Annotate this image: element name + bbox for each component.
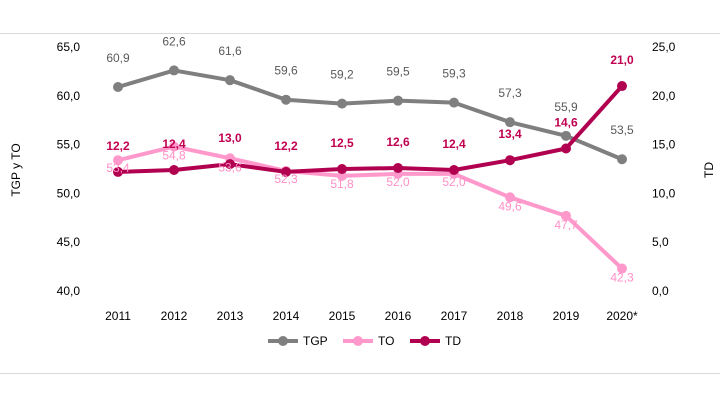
data-label-to: 47,7 — [554, 218, 578, 232]
data-point-td — [505, 155, 515, 166]
data-label-tgp: 57,3 — [498, 86, 522, 100]
series-line-tgp — [117, 68, 623, 162]
y-right-tick-label: 20,0 — [652, 89, 676, 103]
y-left-tick-label: 45,0 — [57, 235, 81, 249]
y-left-tick-label: 40,0 — [57, 284, 81, 298]
data-point-tgp — [337, 98, 347, 109]
data-point-to — [505, 192, 515, 203]
data-point-td — [561, 143, 571, 154]
legend-label-td: TD — [445, 334, 461, 348]
top-border-line — [0, 33, 720, 34]
legend-label-to: TO — [378, 334, 394, 348]
data-label-tgp: 53,5 — [610, 123, 634, 137]
data-point-td — [281, 166, 291, 177]
data-point-tgp — [449, 97, 459, 108]
x-tick-label: 2019 — [553, 309, 580, 323]
data-label-td: 12,2 — [106, 139, 130, 153]
data-label-td: 12,6 — [386, 135, 410, 149]
data-point-tgp — [113, 82, 123, 93]
data-label-tgp: 60,9 — [106, 51, 130, 65]
data-label-td: 12,4 — [442, 137, 466, 151]
x-tick-label: 2014 — [273, 309, 300, 323]
x-axis: 2011 2012 2013 2014 2015 2016 2017 2018 2019 2020… — [105, 309, 638, 323]
data-label-tgp: 55,9 — [554, 100, 578, 114]
bottom-border-line — [0, 373, 720, 374]
data-label-to: 42,3 — [610, 271, 634, 285]
data-label-tgp: 62,6 — [162, 34, 186, 48]
y-right-tick-label: 15,0 — [652, 138, 676, 152]
x-tick-label: 2018 — [497, 309, 524, 323]
data-point-tgp — [169, 65, 179, 76]
data-point-tgp — [617, 154, 627, 165]
x-tick-label: 2012 — [161, 309, 188, 323]
data-label-td: 13,4 — [498, 127, 522, 141]
y-axis-left: 40,0 45,0 50,0 55,0 60,0 65,0 — [57, 40, 81, 298]
y-right-tick-label: 25,0 — [652, 40, 676, 54]
x-tick-label: 2015 — [329, 309, 356, 323]
data-point-tgp — [505, 117, 515, 128]
x-tick-label: 2020* — [606, 309, 638, 323]
data-point-td — [169, 164, 179, 175]
legend-marker-to — [353, 336, 363, 346]
data-point-to — [617, 263, 627, 274]
y-left-tick-label: 65,0 — [57, 40, 81, 54]
data-point-td — [113, 166, 123, 177]
x-tick-label: 2017 — [441, 309, 468, 323]
data-label-tgp: 59,3 — [442, 67, 466, 81]
x-tick-label: 2013 — [217, 309, 244, 323]
data-label-tgp: 59,5 — [386, 65, 410, 79]
data-label-to: 53,6 — [218, 160, 242, 174]
legend-marker-tgp — [278, 336, 288, 346]
data-label-to: 52,0 — [386, 175, 410, 189]
x-tick-label: 2011 — [105, 309, 131, 323]
data-point-td — [617, 81, 627, 92]
series-layer — [113, 65, 627, 274]
data-labels: 53,4 54,8 53,6 52,3 51,8 52,0 52,0 49,6 47,7 42,3… — [106, 34, 634, 284]
data-label-tgp: 59,2 — [330, 68, 354, 82]
y-left-tick-label: 60,0 — [57, 89, 81, 103]
x-tick-label: 2016 — [385, 309, 412, 323]
data-point-tgp — [393, 95, 403, 106]
data-label-td: 13,0 — [218, 131, 242, 145]
y-axis-right: 0,0 5,0 10,0 15,0 20,0 25,0 — [652, 40, 676, 298]
data-label-tgp: 59,6 — [274, 64, 298, 78]
legend-label-tgp: TGP — [303, 334, 328, 348]
data-label-to: 54,8 — [162, 149, 186, 163]
y-right-tick-label: 5,0 — [652, 235, 669, 249]
y-right-tick-label: 10,0 — [652, 186, 676, 200]
data-label-to: 51,8 — [330, 177, 354, 191]
data-point-to — [169, 141, 179, 152]
data-label-to: 52,3 — [274, 172, 298, 186]
y-left-tick-label: 50,0 — [57, 186, 81, 200]
y-axis-right-title: TD — [702, 162, 716, 178]
data-point-td — [225, 159, 235, 170]
data-point-td — [337, 164, 347, 174]
data-label-td: 21,0 — [610, 53, 634, 67]
data-point-tgp — [281, 94, 291, 105]
legend: TGP TO TD — [268, 334, 461, 348]
data-label-to: 52,0 — [442, 175, 466, 189]
data-label-to: 53,4 — [106, 161, 130, 175]
data-point-td — [449, 164, 459, 175]
data-point-to — [113, 155, 123, 166]
data-label-td: 14,6 — [554, 116, 578, 130]
y-axis-left-title: TGP y TO — [9, 143, 23, 196]
data-label-to: 49,6 — [498, 199, 522, 213]
legend-marker-td — [420, 336, 430, 346]
series-line-td — [117, 84, 624, 174]
data-label-td: 12,5 — [330, 136, 354, 150]
y-left-tick-label: 55,0 — [57, 138, 81, 152]
data-label-td: 12,2 — [274, 139, 298, 153]
data-point-to — [337, 170, 347, 181]
data-point-td — [393, 163, 403, 174]
data-label-tgp: 61,6 — [218, 44, 242, 58]
series-line-to — [117, 144, 624, 271]
data-label-td: 12,4 — [162, 137, 186, 151]
y-right-tick-label: 0,0 — [652, 284, 669, 298]
data-point-tgp — [225, 75, 235, 86]
data-point-tgp — [561, 130, 571, 141]
data-point-to — [561, 210, 571, 221]
